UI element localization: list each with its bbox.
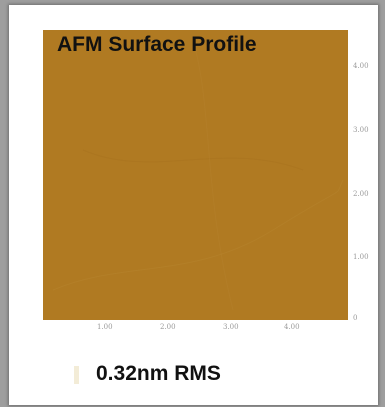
figure-frame: AFM Surface Profile 1.00 2.00 3.00 4.00 … (9, 5, 378, 405)
surface-texture (52, 39, 344, 311)
y-tick-label: 4.00 (353, 62, 369, 70)
x-tick-label: 3.00 (223, 323, 239, 331)
afm-height-map (43, 30, 348, 320)
x-tick-label: 2.00 (160, 323, 176, 331)
x-tick-label: 1.00 (97, 323, 113, 331)
y-tick-label: 3.00 (353, 126, 369, 134)
x-tick-label: 4.00 (284, 323, 300, 331)
y-tick-label: 1.00 (353, 253, 369, 261)
y-tick-label: 0 (353, 314, 358, 322)
chart-title: AFM Surface Profile (57, 33, 257, 56)
bullet-mark (74, 366, 79, 384)
y-tick-label: 2.00 (353, 190, 369, 198)
roughness-label: 0.32nm RMS (96, 362, 221, 385)
